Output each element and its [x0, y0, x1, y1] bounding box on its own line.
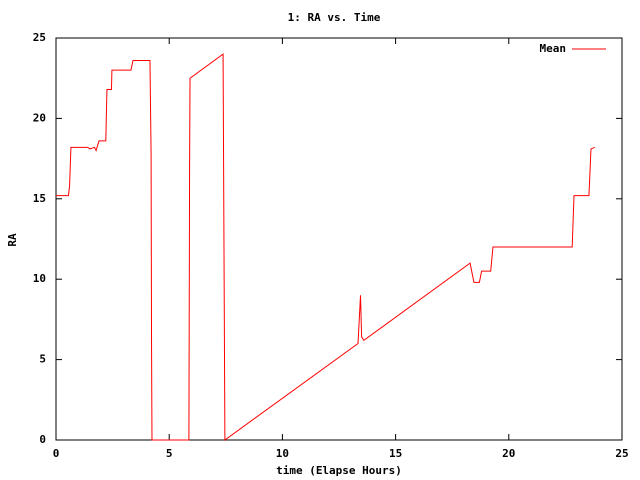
x-axis-label: time (Elapse Hours)	[276, 464, 402, 477]
y-tick-label: 15	[33, 192, 46, 205]
x-tick-label: 25	[615, 447, 628, 460]
x-tick-label: 5	[166, 447, 173, 460]
y-tick-label: 5	[39, 353, 46, 366]
x-tick-label: 20	[502, 447, 515, 460]
y-tick-label: 20	[33, 111, 46, 124]
y-tick-label: 0	[39, 433, 46, 446]
y-axis-label: RA	[6, 233, 19, 247]
chart-title: 1: RA vs. Time	[288, 11, 381, 24]
legend-label: Mean	[540, 42, 567, 55]
plot-frame	[55, 37, 623, 441]
x-tick-label: 0	[53, 447, 60, 460]
y-tick-label: 10	[33, 272, 46, 285]
x-tick-label: 10	[276, 447, 289, 460]
x-tick-label: 15	[389, 447, 402, 460]
data-line	[56, 53, 596, 441]
y-tick-label: 25	[33, 31, 46, 44]
